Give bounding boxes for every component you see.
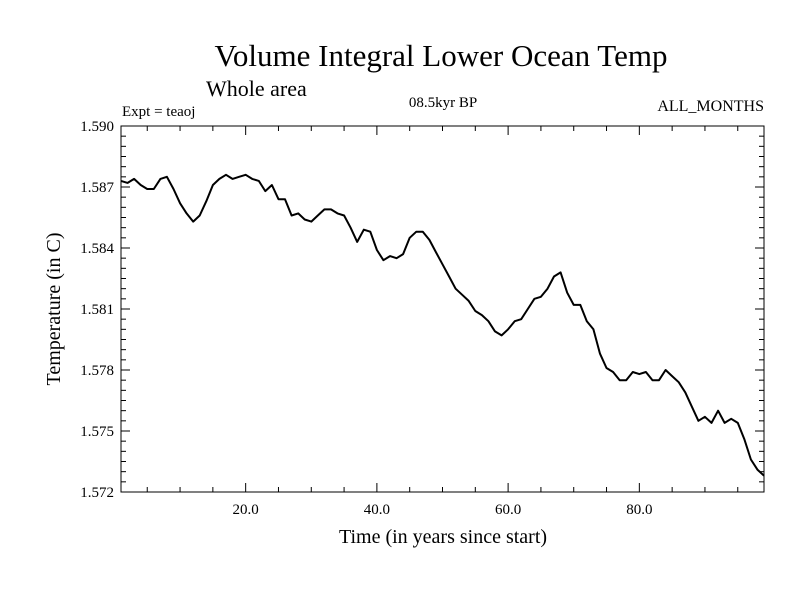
chart-title: Volume Integral Lower Ocean Temp [215,38,668,73]
x-axis-label: Time (in years since start) [339,526,547,548]
x-tick-label: 40.0 [364,502,390,518]
period-label: 08.5kyr BP [409,95,477,111]
y-tick-labels: 1.572 1.575 1.578 1.581 1.584 1.587 1.590 [80,119,114,501]
y-axis-label: Temperature (in C) [43,233,65,386]
x-tick-label: 80.0 [626,502,652,518]
y-tick-label: 1.575 [80,424,114,440]
x-tick-label: 20.0 [233,502,259,518]
expt-label: Expt = teaoj [122,104,195,120]
months-label: ALL_MONTHS [657,98,764,115]
y-tick-label: 1.578 [80,363,114,379]
x-tick-labels: 20.0 40.0 60.0 80.0 [233,502,653,518]
chart-subtitle: Whole area [206,76,307,101]
y-tick-label: 1.590 [80,119,114,135]
axis-ticks [121,125,764,493]
series-line [120,173,765,477]
y-tick-label: 1.587 [80,180,114,196]
y-tick-label: 1.581 [80,302,114,318]
x-tick-label: 60.0 [495,502,521,518]
y-tick-label: 1.572 [80,485,114,501]
y-tick-label: 1.584 [80,241,114,257]
